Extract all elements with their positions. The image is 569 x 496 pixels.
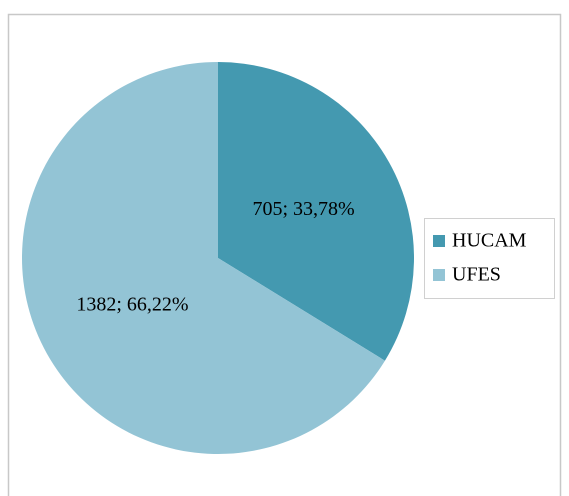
legend: HUCAM UFES xyxy=(433,230,527,286)
chart-frame xyxy=(7,13,562,496)
legend-label: UFES xyxy=(452,264,501,286)
pie: 705; 33,78% 1382; 66,22% xyxy=(22,62,415,454)
data-label: 705; 33,78% xyxy=(252,198,354,220)
legend-label: HUCAM xyxy=(452,230,527,252)
legend-box xyxy=(424,218,555,299)
legend-swatch xyxy=(433,235,445,247)
legend-swatch xyxy=(433,269,445,281)
pie-slice xyxy=(22,62,385,454)
pie-slice xyxy=(218,62,415,361)
data-label: 1382; 66,22% xyxy=(76,293,188,315)
